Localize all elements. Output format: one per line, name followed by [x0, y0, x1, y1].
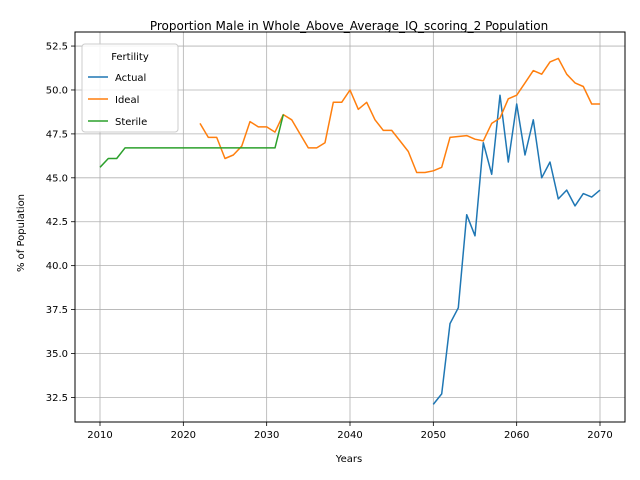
- legend: Fertility Actual Ideal Sterile: [82, 44, 178, 132]
- legend-label-ideal: Ideal: [115, 95, 139, 106]
- x-tick-label: 2040: [337, 430, 362, 441]
- y-tick-label: 47.5: [46, 129, 68, 140]
- series-line-ideal: [200, 58, 600, 172]
- chart-title: Proportion Male in Whole_Above_Average_I…: [150, 19, 548, 33]
- y-axis: 32.5 35.0 37.5 40.0 42.5 45.0 47.5 50.0 52.5: [46, 42, 75, 404]
- x-axis-label: Years: [335, 454, 362, 465]
- y-axis-label: % of Population: [16, 194, 27, 272]
- x-tick-label: 2060: [504, 430, 529, 441]
- y-tick-label: 35.0: [46, 349, 68, 360]
- y-tick-label: 52.5: [46, 42, 68, 53]
- y-tick-label: 32.5: [46, 393, 68, 404]
- x-tick-label: 2030: [254, 430, 279, 441]
- y-tick-label: 40.0: [46, 261, 68, 272]
- x-tick-label: 2010: [87, 430, 112, 441]
- y-tick-label: 42.5: [46, 217, 68, 228]
- legend-label-sterile: Sterile: [115, 117, 147, 128]
- x-axis: 2010 2020 2030 2040 2050 2060 2070: [87, 422, 612, 441]
- x-tick-label: 2050: [421, 430, 446, 441]
- legend-label-actual: Actual: [115, 73, 146, 84]
- legend-title: Fertility: [111, 52, 149, 63]
- y-tick-label: 45.0: [46, 173, 68, 184]
- y-tick-label: 37.5: [46, 305, 68, 316]
- y-tick-label: 50.0: [46, 85, 68, 96]
- x-tick-label: 2070: [587, 430, 612, 441]
- x-tick-label: 2020: [171, 430, 196, 441]
